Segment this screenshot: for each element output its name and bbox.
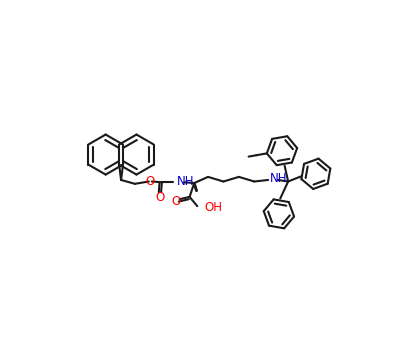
Text: NH: NH xyxy=(177,175,195,188)
Text: NH: NH xyxy=(270,172,287,185)
Text: O: O xyxy=(171,195,180,208)
Text: OH: OH xyxy=(204,201,222,214)
Text: O: O xyxy=(155,191,164,204)
Text: O: O xyxy=(145,175,154,188)
